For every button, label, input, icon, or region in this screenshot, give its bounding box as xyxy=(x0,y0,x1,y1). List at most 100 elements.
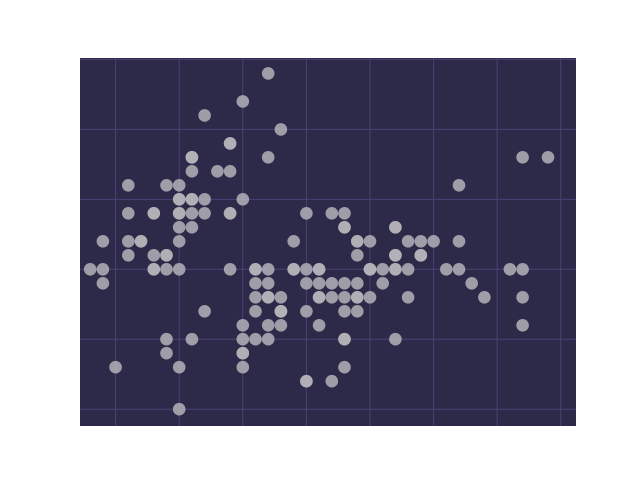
data-point xyxy=(160,249,173,262)
data-point xyxy=(185,193,199,206)
data-point xyxy=(465,277,479,290)
data-point xyxy=(516,263,529,276)
data-point xyxy=(300,374,313,388)
data-point xyxy=(236,193,250,206)
data-point xyxy=(134,235,148,248)
data-point xyxy=(325,207,339,220)
data-point xyxy=(236,332,250,346)
data-point xyxy=(236,360,250,374)
data-point xyxy=(185,221,199,234)
data-point xyxy=(185,165,199,178)
data-point xyxy=(427,235,440,248)
data-point xyxy=(452,235,466,248)
data-point xyxy=(312,277,326,290)
data-point xyxy=(516,151,529,164)
data-point xyxy=(172,235,186,248)
data-point xyxy=(440,263,453,276)
data-point xyxy=(223,263,237,276)
data-point xyxy=(172,193,186,206)
data-point xyxy=(122,179,135,192)
data-point xyxy=(274,291,288,304)
data-point xyxy=(223,165,237,178)
data-point xyxy=(389,249,402,262)
data-point xyxy=(249,263,262,276)
data-point xyxy=(541,151,555,164)
data-point xyxy=(236,319,250,332)
data-point xyxy=(300,263,313,276)
data-point xyxy=(300,305,313,318)
data-point xyxy=(198,109,211,122)
data-point xyxy=(236,95,250,108)
data-point xyxy=(261,291,275,304)
data-point xyxy=(172,179,186,192)
data-point xyxy=(185,151,199,164)
data-point xyxy=(351,249,364,262)
data-point xyxy=(389,221,402,234)
data-point xyxy=(401,291,415,304)
data-point xyxy=(261,332,275,346)
data-point xyxy=(249,305,262,318)
data-point xyxy=(198,193,211,206)
data-point xyxy=(376,263,390,276)
data-point xyxy=(172,221,186,234)
data-point xyxy=(516,319,529,332)
data-point xyxy=(351,235,364,248)
data-point xyxy=(274,123,288,136)
data-point xyxy=(452,263,466,276)
data-point xyxy=(452,179,466,192)
data-point xyxy=(338,291,351,304)
data-point xyxy=(300,277,313,290)
data-point xyxy=(249,332,262,346)
data-point xyxy=(312,319,326,332)
data-point xyxy=(172,402,186,416)
data-point xyxy=(389,263,402,276)
data-point xyxy=(261,319,275,332)
data-point xyxy=(351,291,364,304)
data-point xyxy=(160,346,173,360)
data-point xyxy=(300,207,313,220)
data-point xyxy=(160,263,173,276)
data-point xyxy=(363,235,377,248)
data-point xyxy=(172,263,186,276)
data-point xyxy=(338,221,351,234)
data-point xyxy=(249,277,262,290)
data-point xyxy=(338,207,351,220)
data-point xyxy=(261,151,275,164)
data-point xyxy=(261,277,275,290)
data-point xyxy=(223,137,237,150)
data-points xyxy=(83,67,555,416)
data-point xyxy=(274,319,288,332)
data-point xyxy=(96,277,110,290)
data-point xyxy=(147,263,161,276)
data-point xyxy=(338,277,351,290)
data-point xyxy=(147,249,161,262)
plot-area xyxy=(80,58,576,426)
data-point xyxy=(325,277,339,290)
data-point xyxy=(211,165,224,178)
data-point xyxy=(338,360,351,374)
data-point xyxy=(478,291,491,304)
data-point xyxy=(198,305,211,318)
data-point xyxy=(198,207,211,220)
data-point xyxy=(389,332,402,346)
data-point xyxy=(249,291,262,304)
data-point xyxy=(287,263,301,276)
data-point xyxy=(122,235,135,248)
data-point xyxy=(414,249,428,262)
data-point xyxy=(325,291,339,304)
data-point xyxy=(401,235,415,248)
data-point xyxy=(109,360,122,374)
data-point xyxy=(261,263,275,276)
data-point xyxy=(351,277,364,290)
data-point xyxy=(185,207,199,220)
data-point xyxy=(312,263,326,276)
data-point xyxy=(223,207,237,220)
data-point xyxy=(287,235,301,248)
data-point xyxy=(325,374,339,388)
data-point xyxy=(96,235,110,248)
data-point xyxy=(160,179,173,192)
data-point xyxy=(147,207,161,220)
data-point xyxy=(414,235,428,248)
data-point xyxy=(338,305,351,318)
